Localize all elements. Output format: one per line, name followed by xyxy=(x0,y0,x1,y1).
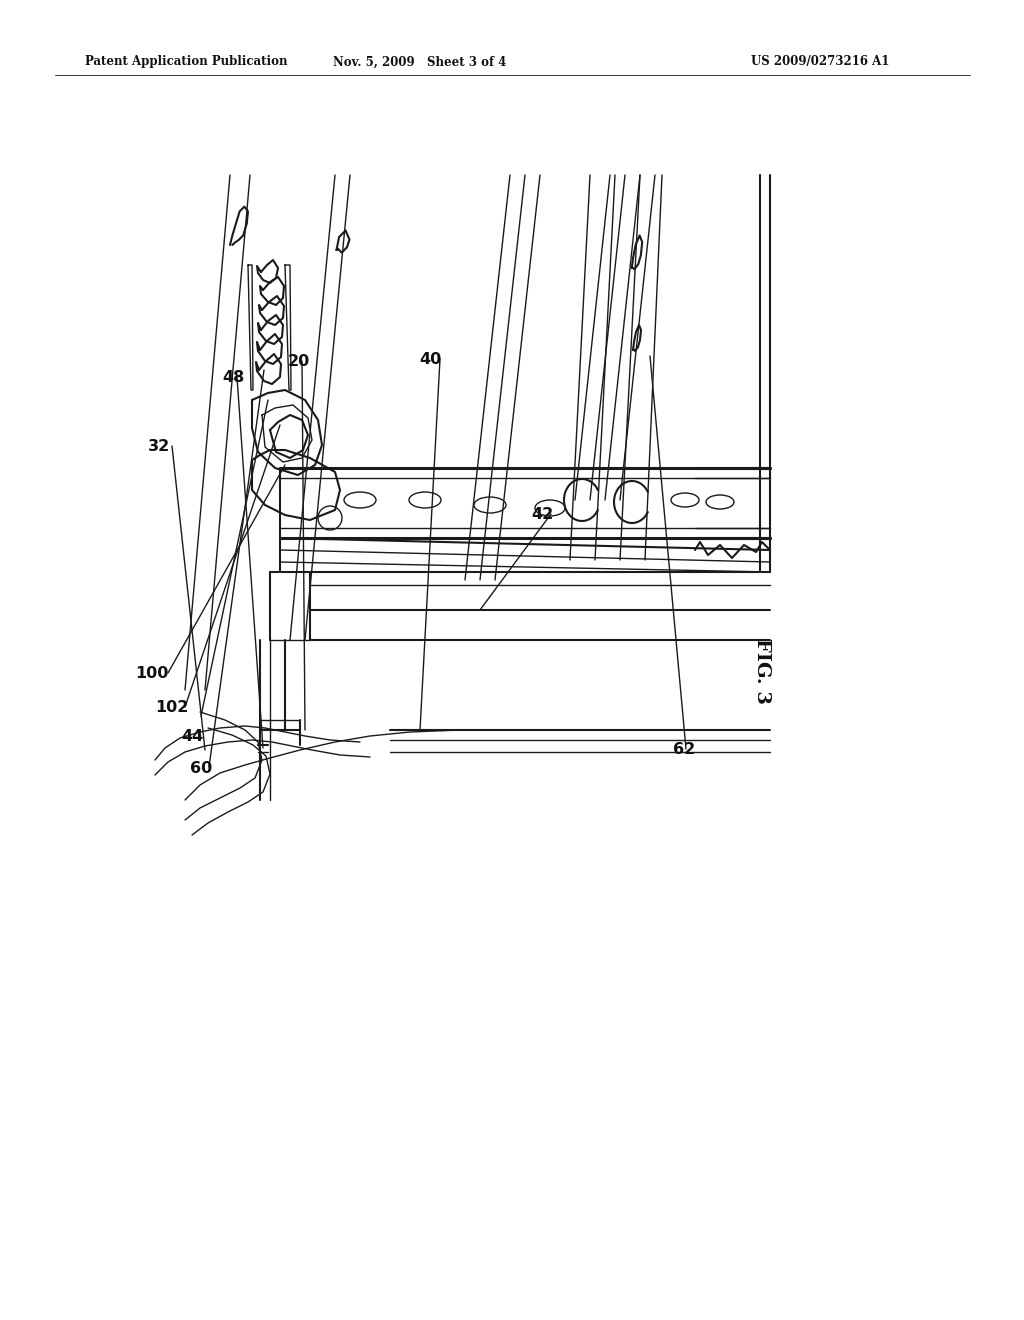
Text: FIG. 3: FIG. 3 xyxy=(753,638,771,704)
Text: 44: 44 xyxy=(181,729,204,744)
Text: US 2009/0273216 A1: US 2009/0273216 A1 xyxy=(751,55,889,69)
Text: 42: 42 xyxy=(531,507,554,523)
Text: 32: 32 xyxy=(147,438,170,454)
Text: 62: 62 xyxy=(673,742,695,758)
Text: 40: 40 xyxy=(419,351,441,367)
Text: 20: 20 xyxy=(288,354,310,370)
Text: 100: 100 xyxy=(135,665,168,681)
Text: 60: 60 xyxy=(189,760,212,776)
Text: 48: 48 xyxy=(222,370,245,385)
Text: Patent Application Publication: Patent Application Publication xyxy=(85,55,288,69)
Text: Nov. 5, 2009   Sheet 3 of 4: Nov. 5, 2009 Sheet 3 of 4 xyxy=(334,55,507,69)
Text: 102: 102 xyxy=(156,700,188,715)
